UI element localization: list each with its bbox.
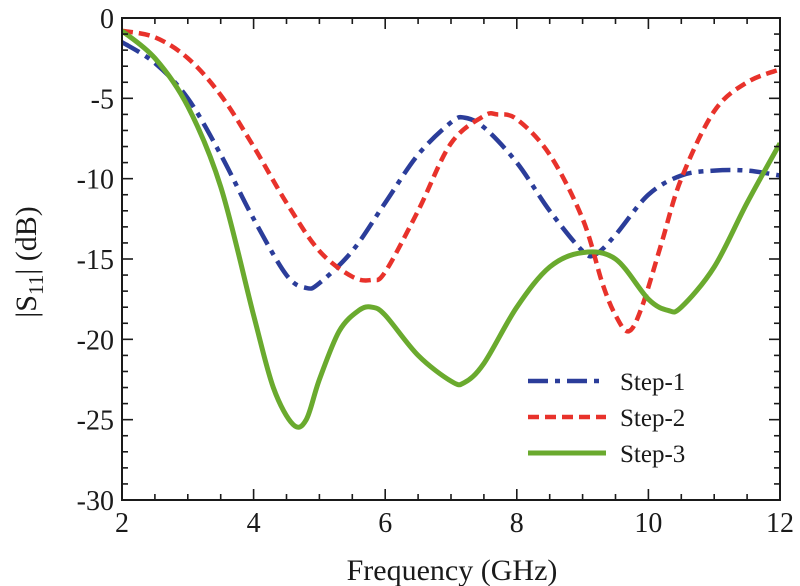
y-tick-label: -25 (77, 406, 114, 437)
legend: Step-1 Step-2 Step-3 (528, 369, 685, 468)
series-line-step-2 (122, 28, 780, 334)
y-tick-label: -30 (77, 486, 114, 517)
x-tick-label: 12 (766, 508, 794, 539)
y-tick-label: -10 (77, 165, 114, 196)
y-tick-label: 0 (100, 4, 114, 35)
legend-label-step-1: Step-1 (620, 369, 685, 396)
y-axis-title-prefix: |S (10, 295, 43, 318)
labels-layer: Frequency (GHz) |S11| (dB) (10, 206, 557, 586)
series-layer (122, 28, 780, 430)
series-group (122, 28, 780, 430)
x-tick-label: 8 (510, 508, 524, 539)
y-tick-label: -20 (77, 325, 114, 356)
y-tick-label: -5 (91, 84, 114, 115)
y-axis-title: |S11| (dB) (10, 206, 48, 317)
x-tick-label: 4 (247, 508, 261, 539)
legend-label-step-2: Step-2 (620, 405, 685, 432)
axes-layer: 2 4 6 8 10 12 0 -5 -10 -15 -20 -25 -30 (77, 4, 794, 539)
y-axis-title-subscript: 11 (24, 275, 48, 295)
y-axis-title-suffix: | (dB) (10, 206, 43, 275)
series-line-step-3 (122, 28, 780, 430)
legend-label-step-3: Step-3 (620, 441, 685, 468)
x-tick-label: 6 (378, 508, 392, 539)
y-tick-label: -15 (77, 245, 114, 276)
series-line-step-1 (122, 40, 780, 291)
x-axis-title: Frequency (GHz) (347, 554, 558, 586)
x-tick-label: 10 (634, 508, 662, 539)
x-tick-label: 2 (115, 508, 129, 539)
